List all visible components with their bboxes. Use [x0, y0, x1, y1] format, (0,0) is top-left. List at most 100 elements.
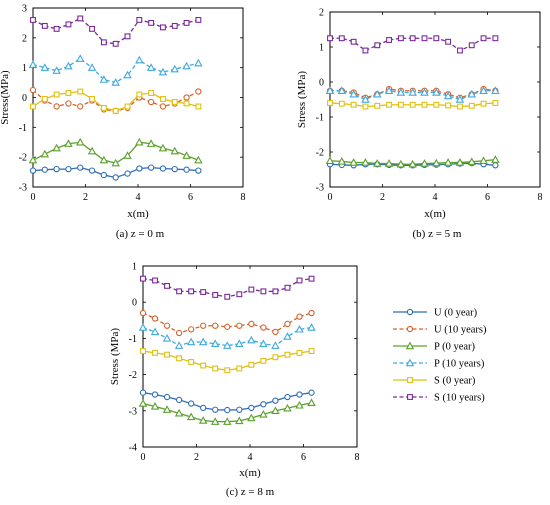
data-point [65, 100, 72, 107]
legend-item: P (0 year) [393, 342, 476, 353]
data-point [247, 413, 256, 422]
data-point [468, 102, 475, 109]
y-tick-label: -1 [129, 334, 137, 345]
data-point [186, 412, 196, 421]
data-point [327, 100, 333, 106]
data-point [171, 99, 178, 105]
data-point [409, 101, 416, 108]
data-point [296, 391, 303, 398]
y-tick-label: -4 [129, 443, 137, 454]
series-line [142, 312, 312, 334]
data-point [159, 165, 167, 172]
data-point [198, 337, 208, 346]
legend-marker [406, 308, 414, 316]
data-point [456, 47, 463, 54]
data-point [307, 398, 316, 407]
data-point [283, 403, 292, 412]
data-point [455, 158, 465, 166]
data-point [362, 103, 369, 110]
data-point [148, 90, 155, 96]
data-point [491, 155, 500, 163]
data-point [77, 164, 84, 171]
data-point [174, 341, 184, 349]
data-point [480, 35, 487, 42]
y-tick-label: -3 [129, 406, 137, 417]
data-point [183, 100, 190, 107]
data-point [183, 19, 190, 26]
y-tick-label: 2 [319, 8, 324, 19]
data-point [187, 400, 195, 407]
data-point [284, 284, 291, 291]
y-tick-label: -2 [129, 370, 137, 381]
data-point [28, 155, 38, 164]
data-point [29, 86, 37, 94]
y-tick-label: -3 [316, 183, 324, 194]
data-point [77, 88, 84, 95]
series-U10 [139, 309, 315, 337]
x-tick-label: 6 [188, 192, 193, 203]
data-point [386, 101, 393, 108]
data-point [248, 286, 255, 293]
data-point [260, 401, 267, 408]
data-point [150, 402, 160, 410]
data-point [212, 406, 219, 413]
data-point [492, 162, 499, 169]
data-point [112, 40, 119, 47]
data-point [53, 25, 60, 32]
data-point [151, 391, 159, 398]
data-point [374, 102, 381, 109]
data-point [212, 322, 219, 329]
data-point [284, 351, 291, 358]
data-point [349, 89, 358, 98]
data-point [260, 288, 267, 295]
data-point [384, 86, 394, 94]
series-P10 [138, 323, 316, 349]
data-point [99, 155, 109, 164]
data-point [272, 288, 279, 295]
data-point [421, 101, 428, 108]
data-point [443, 91, 453, 100]
data-point [28, 60, 38, 68]
data-point [272, 354, 279, 361]
legend-label: S (10 years) [434, 393, 485, 404]
data-point [112, 107, 119, 114]
panel-caption: (a) z = 0 m [116, 228, 165, 240]
data-point [41, 96, 48, 102]
data-point [40, 149, 50, 158]
data-point [195, 88, 202, 95]
data-point [296, 313, 303, 320]
data-point [194, 58, 203, 67]
data-point [100, 104, 107, 111]
series-P10 [325, 86, 500, 103]
data-point [40, 63, 50, 71]
data-point [223, 417, 232, 425]
data-point [235, 416, 244, 425]
data-point [147, 98, 155, 106]
data-point [420, 88, 429, 96]
data-point [432, 158, 441, 167]
data-point [152, 277, 158, 284]
data-point [210, 417, 220, 425]
data-point [176, 288, 183, 295]
data-point [159, 96, 166, 102]
data-point [445, 102, 452, 109]
data-point [468, 42, 475, 49]
legend-marker [405, 341, 415, 350]
data-point [170, 146, 179, 155]
data-point [397, 35, 404, 42]
data-point [159, 24, 166, 31]
data-point [236, 406, 243, 413]
data-point [30, 16, 36, 23]
data-point [140, 348, 146, 355]
data-point [53, 103, 60, 110]
chart-panel-3: 0 2 4 6 8 -4 -3 -2 -1 0 1 x(m) Stress (MPa) (c) z = 8… [109, 262, 360, 499]
data-point [200, 362, 207, 369]
data-point [236, 322, 243, 329]
legend-marker [406, 325, 414, 333]
x-tick-label: 4 [248, 452, 253, 463]
data-point [433, 35, 440, 42]
y-tick-label: -3 [19, 183, 27, 194]
data-point [350, 38, 357, 45]
data-point [170, 64, 179, 73]
